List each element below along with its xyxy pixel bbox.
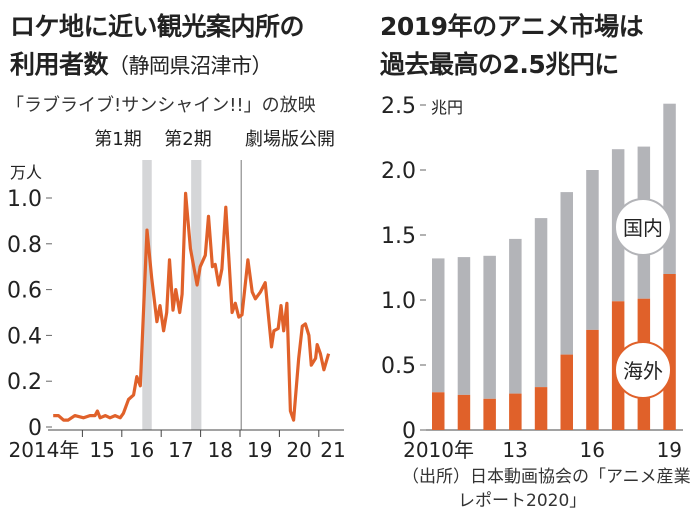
left-subtitle: 「ラブライブ!サンシャイン!!」の放映	[6, 95, 316, 116]
x-tick-label: 2014年	[8, 438, 79, 462]
bar-y-tick-label: 0.5	[381, 354, 416, 379]
bar-x-tick-label: 2010年	[403, 438, 474, 462]
y-tick-label: 0.4	[7, 324, 42, 349]
bar-overseas	[483, 398, 496, 430]
legend-domestic-label: 国内	[623, 216, 663, 240]
y-tick-label: 0	[28, 416, 42, 441]
legend-overseas-label: 海外	[623, 359, 663, 383]
bar-overseas	[509, 393, 522, 430]
bar-x-tick-label: 16	[579, 438, 604, 462]
event-label: 第1期	[94, 129, 141, 150]
broadcast-band	[191, 160, 202, 430]
y-tick-label: 0.2	[7, 370, 42, 395]
bar-domestic	[483, 255, 496, 399]
bar-y-tick-label: 2.0	[381, 159, 416, 184]
bar-domestic	[509, 238, 522, 394]
x-tick-label: 17	[168, 438, 193, 462]
bar-domestic	[586, 170, 599, 330]
source-line2: レポート2020」	[458, 491, 587, 511]
bar-x-tick-label: 13	[502, 438, 527, 462]
source-line1: （出所）日本動画協会の「アニメ産業	[402, 467, 691, 487]
bar-y-tick-label: 1.0	[381, 289, 416, 314]
legend-domestic-circle	[614, 198, 672, 256]
bar-overseas	[432, 392, 445, 430]
right-title-line1: 2019年のアニメ市場は	[380, 12, 644, 41]
bar-overseas	[560, 354, 573, 430]
bar-overseas	[457, 394, 471, 430]
left-title-line2: 利用者数（静岡県沼津市）	[10, 50, 273, 81]
y-tick-label: 1.0	[7, 187, 42, 212]
bar-domestic	[432, 258, 445, 393]
legend-overseas-circle	[614, 341, 672, 399]
bar-overseas	[586, 329, 599, 430]
bar-y-tick-label: 2.5	[381, 94, 416, 119]
bar-x-tick-label: 19	[657, 438, 682, 462]
y-tick-label: 0.6	[7, 279, 42, 304]
x-tick-label: 16	[129, 438, 154, 462]
bar-overseas	[534, 387, 548, 430]
event-label: 第2期	[164, 129, 211, 150]
bar-domestic	[663, 103, 676, 274]
left-title-region: （静岡県沼津市）	[108, 54, 273, 78]
event-label: 劇場版公開	[245, 129, 335, 150]
x-tick-label: 18	[208, 438, 233, 462]
bar-overseas	[663, 274, 676, 430]
left-title-main: 利用者数	[10, 50, 109, 79]
x-tick-label: 15	[89, 438, 114, 462]
bar-y-unit-label: 兆円	[431, 98, 463, 117]
x-tick-label: 20	[286, 438, 311, 462]
left-title-line1: ロケ地に近い観光案内所の	[10, 12, 305, 41]
broadcast-band	[142, 160, 152, 430]
y-unit-label: 万人	[10, 163, 42, 182]
right-title-line2: 過去最高の2.5兆円に	[380, 50, 619, 79]
bar-domestic	[560, 192, 573, 355]
bar-domestic	[534, 218, 548, 388]
bar-y-tick-label: 0	[402, 419, 416, 444]
bar-y-tick-label: 1.5	[381, 224, 416, 249]
bar-domestic	[457, 257, 471, 395]
visitors-line	[53, 191, 331, 422]
y-tick-label: 0.8	[7, 233, 42, 258]
x-tick-label: 19	[247, 438, 272, 462]
x-tick-label: 21	[320, 438, 345, 462]
